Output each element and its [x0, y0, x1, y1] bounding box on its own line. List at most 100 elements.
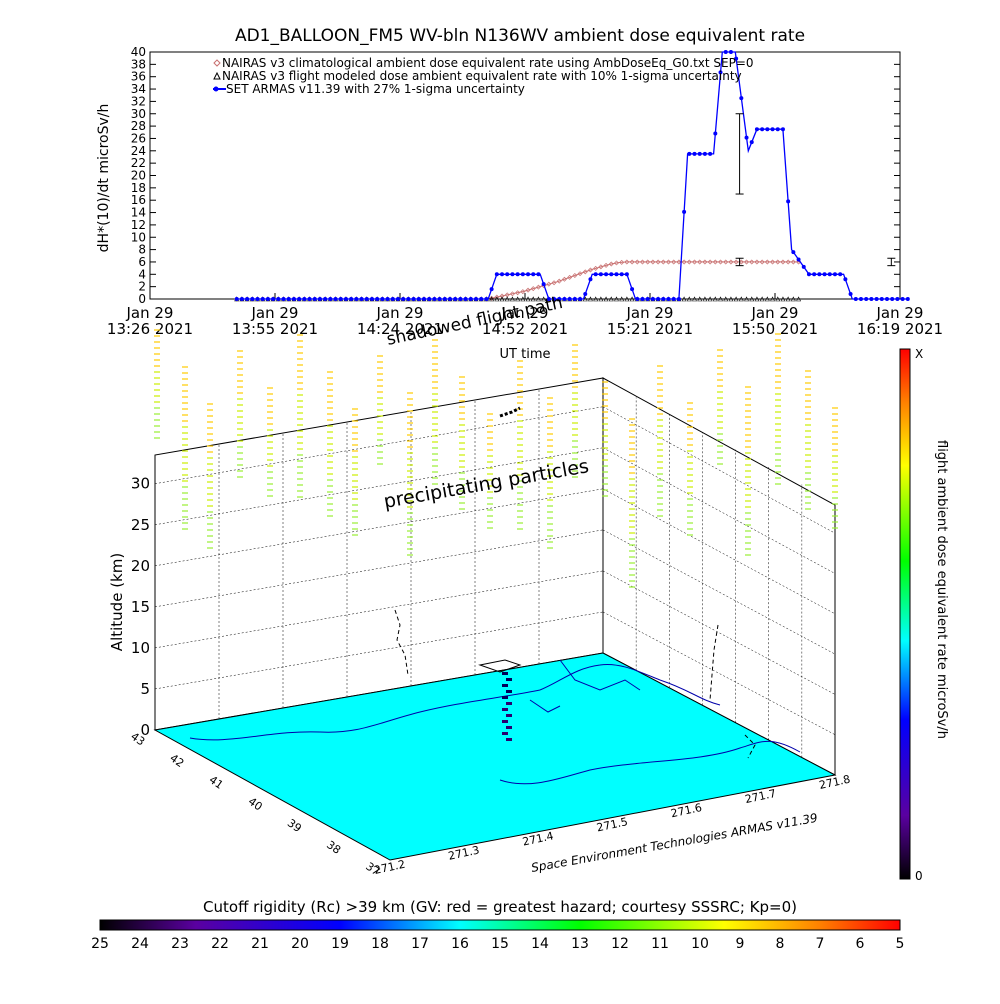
nairas-clim-marker — [686, 259, 692, 265]
colorbar-tick-label: 20 — [291, 936, 309, 952]
nairas-clim-marker — [671, 259, 677, 265]
wall-gridline — [602, 406, 836, 534]
nairas-clim-marker — [655, 259, 661, 265]
armas-marker — [250, 297, 255, 301]
armas-marker — [754, 127, 759, 132]
launch-site-marker — [478, 659, 522, 673]
nairas-flight-marker — [770, 296, 776, 302]
armas-marker — [728, 50, 733, 54]
nairas-clim-marker — [546, 281, 552, 287]
nairas-flight-marker — [525, 296, 531, 302]
y-tick-label: 34 — [131, 82, 146, 96]
nairas-flight-marker — [603, 296, 609, 302]
armas-marker — [328, 297, 333, 301]
nairas-clim-marker — [723, 259, 729, 265]
armas-marker — [567, 297, 572, 301]
nairas-clim-marker — [681, 259, 687, 265]
armas-marker — [307, 297, 312, 301]
armas-marker — [817, 272, 822, 277]
nairas-clim-marker — [702, 259, 708, 265]
armas-marker — [588, 277, 593, 282]
y-tick-label: 14 — [131, 206, 146, 220]
x-tick-label-time: 13:55 2021 — [232, 320, 318, 338]
nairas-clim-marker — [572, 273, 578, 279]
x-tick-label-time: 15:21 2021 — [607, 320, 693, 338]
armas-marker — [734, 56, 739, 61]
shadowed-flight-path-right — [709, 624, 719, 701]
wall-grid — [154, 389, 836, 776]
armas-marker — [416, 297, 421, 301]
armas-marker — [385, 297, 390, 301]
colorbar-tick-label: 23 — [171, 936, 189, 952]
armas-marker — [406, 297, 411, 301]
armas-marker — [884, 297, 889, 301]
nairas-clim-marker — [712, 259, 718, 265]
nairas-clim-marker — [613, 260, 619, 266]
armas-marker — [541, 282, 546, 287]
longitude-tick-label: 271.6 — [670, 801, 704, 820]
armas-marker — [531, 272, 536, 277]
error-bars — [735, 113, 896, 267]
chart-title: AD1_BALLOON_FM5 WV-bln N136WV ambient do… — [235, 26, 805, 46]
x-tick-label-time: 14:52 2021 — [482, 320, 568, 338]
nairas-clim-marker — [749, 259, 755, 265]
armas-marker — [874, 297, 879, 301]
colorbar-bottom-label: 0 — [915, 869, 923, 883]
colorbar-tick-label: 11 — [651, 936, 669, 952]
nairas-clim-marker — [645, 259, 651, 265]
armas-marker — [801, 264, 806, 269]
nairas-flight-marker — [593, 296, 599, 302]
armas-marker — [271, 297, 276, 301]
altitude-tick-label: 25 — [131, 516, 150, 534]
nairas-clim-marker — [499, 293, 505, 299]
nairas-clim-marker — [650, 259, 656, 265]
armas-marker — [796, 257, 801, 262]
nairas-clim-marker — [556, 278, 562, 284]
y-tick-label: 26 — [131, 131, 146, 145]
nairas-flight-marker — [790, 296, 796, 302]
legend-entry: SET ARMAS v11.39 with 27% 1-sigma uncert… — [226, 82, 525, 96]
armas-marker — [723, 50, 728, 54]
river-lines — [529, 659, 641, 713]
nairas-clim-marker — [764, 259, 770, 265]
nairas-clim-marker — [634, 259, 640, 265]
armas-marker — [369, 297, 374, 301]
armas-marker — [645, 297, 650, 301]
armas-marker — [775, 127, 780, 132]
flight-path-marker — [502, 732, 508, 735]
nairas-clim-marker — [489, 295, 495, 301]
armas-marker — [895, 297, 900, 301]
armas-marker — [505, 272, 510, 277]
y-axis-label: dH*(10)/dt microSv/h — [96, 104, 112, 253]
x-tick-label-time: 16:19 2021 — [857, 320, 943, 338]
precipitating-particle-markers — [154, 329, 838, 588]
nairas-clim-marker — [738, 259, 744, 265]
nairas-flight-marker — [712, 296, 718, 302]
armas-marker — [520, 272, 525, 277]
colorbar-tick-label: 25 — [91, 936, 109, 952]
y-tick-label: 30 — [131, 107, 146, 121]
x-tick-label-time: 13:26 2021 — [107, 320, 193, 338]
armas-marker — [832, 272, 837, 277]
x-tick-label-date: Jan 29 — [251, 304, 299, 322]
altitude-axis-ticks: 0 5 10 15 20 25 30 — [131, 475, 150, 739]
latitude-tick-label: 38 — [324, 838, 343, 857]
nairas-flight-marker — [738, 296, 744, 302]
colorbar-tick-label: 13 — [571, 936, 589, 952]
armas-marker — [650, 297, 655, 301]
y-tick-label: 8 — [138, 243, 146, 257]
flight-path-marker — [502, 720, 508, 723]
armas-marker — [401, 297, 406, 301]
armas-marker — [697, 151, 702, 156]
armas-marker — [864, 297, 869, 301]
armas-marker — [890, 297, 895, 301]
colorbar-tick-label: 9 — [736, 936, 745, 952]
nairas-clim-marker — [728, 259, 734, 265]
flight-path-marker — [506, 690, 512, 693]
armas-marker — [604, 272, 609, 277]
colorbar-vertical — [899, 348, 911, 880]
legend-entry: NAIRAS v3 climatological ambient dose eq… — [222, 56, 754, 70]
nairas-clim-marker — [535, 284, 541, 290]
armas-marker — [323, 297, 328, 301]
